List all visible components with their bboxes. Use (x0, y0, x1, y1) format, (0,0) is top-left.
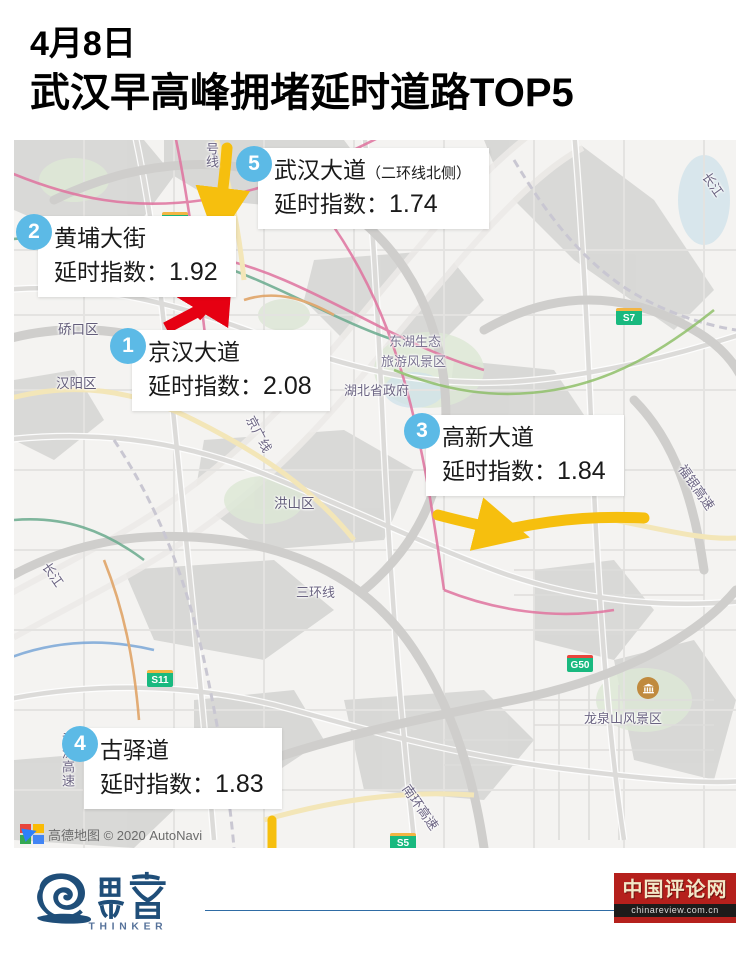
page-title: 武汉早高峰拥堵延时道路TOP5 (30, 71, 574, 115)
highway-shield-s7: S7 (616, 308, 642, 325)
footer: THINKER 中国评论网 chinareview.com.cn (0, 848, 750, 963)
attribution-text: 高德地图 © 2020 AutoNavi (48, 827, 203, 843)
publisher-badge[interactable]: 中国评论网 chinareview.com.cn (614, 873, 736, 923)
road-name-5: 武汉大道（二环线北侧） (274, 155, 471, 189)
infobox-1: 京汉大道 延时指数：2.08 (132, 330, 330, 411)
rank-badge-3: 3 (404, 413, 440, 449)
road-index-2: 延时指数：1.92 (54, 257, 218, 288)
callout-rank-3[interactable]: 3 高新大道 延时指数：1.84 (404, 413, 624, 496)
road-title-4: 古驿道 (100, 737, 169, 763)
road-index-3: 延时指数：1.84 (442, 456, 606, 487)
title-block: 4月8日 武汉早高峰拥堵延时道路TOP5 (30, 22, 720, 118)
road-index-5: 延时指数：1.74 (274, 189, 471, 220)
road-subtitle-5: （二环线北侧） (366, 165, 472, 182)
index-label-5: 延时指数： (274, 191, 389, 217)
callout-rank-2[interactable]: 2 黄埔大街 延时指数：1.92 (16, 214, 236, 297)
index-label-1: 延时指数： (148, 373, 263, 399)
road-index-4: 延时指数：1.83 (100, 769, 264, 800)
index-label-3: 延时指数： (442, 458, 557, 484)
infobox-5: 武汉大道（二环线北侧） 延时指数：1.74 (258, 148, 490, 229)
callout-rank-1[interactable]: 1 京汉大道 延时指数：2.08 (110, 328, 330, 411)
road-index-1: 延时指数：2.08 (148, 371, 312, 402)
road-name-1: 京汉大道 (148, 337, 312, 371)
callout-rank-4[interactable]: 4 古驿道 延时指数：1.83 (62, 726, 282, 809)
map-label-sanhuanxian: 三环线 (296, 585, 336, 600)
map-label-hongshan: 洪山区 (274, 496, 315, 511)
highway-shield-s5: S5 (390, 833, 416, 848)
index-label-4: 延时指数： (100, 771, 215, 797)
scenic-spot-icon (637, 677, 659, 699)
index-label-2: 延时指数： (54, 259, 169, 285)
road-title-1: 京汉大道 (148, 339, 240, 365)
sike-thinker-logo: THINKER (32, 870, 192, 932)
infobox-3: 高新大道 延时指数：1.84 (426, 415, 624, 496)
footer-divider (205, 910, 720, 911)
map-label-qiaokou: 硚口区 (58, 322, 99, 337)
road-title-3: 高新大道 (442, 424, 534, 450)
highway-shield-g50: G50 (567, 655, 593, 672)
map-label-donghu-line1: 东湖生态 (389, 334, 442, 349)
highway-shield-s11: S11 (147, 670, 173, 687)
road-title-5: 武汉大道 (274, 157, 366, 183)
publisher-name: 中国评论网 (622, 879, 728, 901)
map-attribution: 高德地图 © 2020 AutoNavi (20, 824, 202, 844)
index-value-4: 1.83 (215, 770, 264, 798)
rank-badge-4: 4 (62, 726, 98, 762)
index-value-1: 2.08 (263, 372, 312, 400)
rank-badge-1: 1 (110, 328, 146, 364)
rank-badge-2: 2 (16, 214, 52, 250)
brand-en-text: THINKER (88, 921, 167, 932)
title-date: 4月8日 (30, 25, 136, 63)
map-label-donghu-line2: 旅游风景区 (381, 354, 447, 369)
index-value-2: 1.92 (169, 258, 218, 286)
infobox-4: 古驿道 延时指数：1.83 (84, 728, 282, 809)
road-name-4: 古驿道 (100, 735, 264, 769)
map-label-hubei-gov: 湖北省政府 (344, 383, 410, 398)
publisher-url: chinareview.com.cn (614, 904, 736, 917)
map-label-metro-line: 号线 (204, 142, 219, 168)
index-value-5: 1.74 (389, 190, 438, 218)
rank-badge-5: 5 (236, 146, 272, 182)
callout-rank-5[interactable]: 5 武汉大道（二环线北侧） 延时指数：1.74 (236, 146, 490, 229)
road-name-3: 高新大道 (442, 422, 606, 456)
road-name-2: 黄埔大街 (54, 223, 218, 257)
index-value-3: 1.84 (557, 457, 606, 485)
road-title-2: 黄埔大街 (54, 225, 146, 251)
map-label-longquan: 龙泉山风景区 (584, 711, 663, 726)
map-label-hanyang: 汉阳区 (56, 376, 97, 391)
map-container[interactable]: 号线 二环线 硚口区 汉阳区 京广线 东湖生态 旅游风景区 湖北省政府 洪山区 … (14, 140, 736, 848)
amap-logo-icon (20, 824, 44, 844)
infobox-2: 黄埔大街 延时指数：1.92 (38, 216, 236, 297)
